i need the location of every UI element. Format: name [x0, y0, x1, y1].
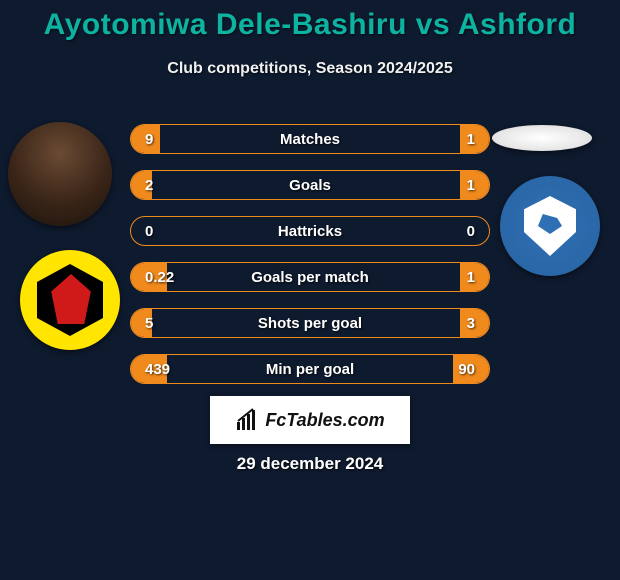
club-crest-left [20, 250, 120, 350]
watermark: FcTables.com [210, 396, 410, 444]
stat-value-right: 1 [467, 177, 475, 194]
stat-row: 2 Goals 1 [130, 170, 490, 200]
stat-row: 439 Min per goal 90 [130, 354, 490, 384]
stat-label: Goals [131, 177, 489, 194]
stat-label: Goals per match [131, 269, 489, 286]
crest-left-shape [37, 264, 103, 336]
stat-row: 5 Shots per goal 3 [130, 308, 490, 338]
stat-value-right: 1 [467, 269, 475, 286]
stat-value-right: 1 [467, 131, 475, 148]
stat-label: Min per goal [131, 361, 489, 378]
stat-value-right: 0 [467, 223, 475, 240]
stat-value-right: 90 [458, 361, 475, 378]
player-photo-left [8, 122, 112, 226]
stat-label: Matches [131, 131, 489, 148]
page-subtitle: Club competitions, Season 2024/2025 [0, 60, 620, 78]
club-crest-right [500, 176, 600, 276]
stat-label: Hattricks [131, 223, 489, 240]
watermark-text: FcTables.com [265, 410, 384, 431]
stat-value-right: 3 [467, 315, 475, 332]
stat-row: 0 Hattricks 0 [130, 216, 490, 246]
crest-right-shape [524, 196, 576, 256]
date-label: 29 december 2024 [0, 454, 620, 474]
stats-container: 9 Matches 1 2 Goals 1 0 Hattricks 0 0.22… [130, 124, 490, 400]
stat-row: 9 Matches 1 [130, 124, 490, 154]
page-title: Ayotomiwa Dele-Bashiru vs Ashford [0, 0, 620, 42]
stat-row: 0.22 Goals per match 1 [130, 262, 490, 292]
chart-icon [235, 408, 259, 432]
stat-label: Shots per goal [131, 315, 489, 332]
player-photo-right [492, 125, 592, 151]
